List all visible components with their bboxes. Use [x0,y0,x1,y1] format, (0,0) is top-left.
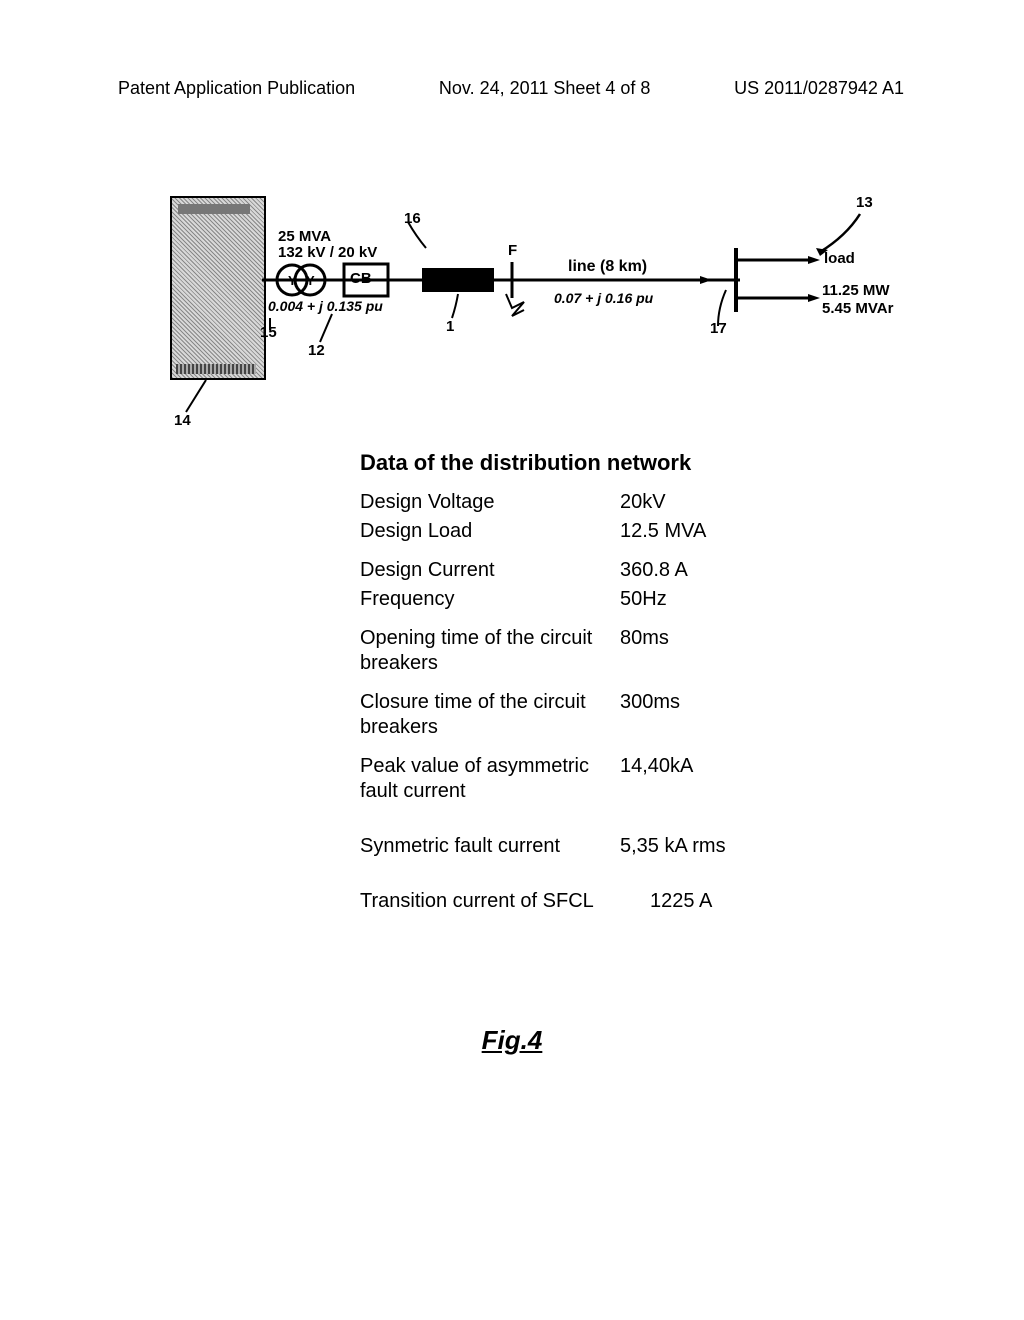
row-label: Design Load [360,519,620,544]
fault-label: F [508,242,517,259]
table-row: Design Current 360.8 A [360,558,790,583]
ref-16: 16 [404,210,421,227]
row-value: 300ms [620,690,680,715]
page-header: Patent Application Publication Nov. 24, … [118,78,904,99]
header-left: Patent Application Publication [118,78,355,99]
table-row: Design Voltage 20kV [360,490,790,515]
load-reactive: 5.45 MVAr [822,300,893,317]
table-row: Peak value of asymmetric fault current 1… [360,754,790,804]
row-value: 360.8 A [620,558,688,583]
table-row: Synmetric fault current 5,35 kA rms [360,834,790,859]
ref-1: 1 [446,318,454,335]
ref-12: 12 [308,342,325,359]
transformer-impedance: 0.004 + j 0.135 pu [268,298,383,314]
table-row: Transition current of SFCL 1225 A [360,889,790,914]
line-impedance: 0.07 + j 0.16 pu [554,290,653,306]
row-label: Frequency [360,587,620,612]
data-table: Design Voltage 20kV Design Load 12.5 MVA… [360,490,790,922]
row-value: 5,35 kA rms [620,834,726,859]
table-row: Closure time of the circuit breakers 300… [360,690,790,740]
row-label: Closure time of the circuit breakers [360,690,620,740]
table-row: Frequency 50Hz [360,587,790,612]
svg-text:Y: Y [288,273,297,288]
row-value: 1225 A [650,889,712,914]
ref-17: 17 [710,320,727,337]
ref-13: 13 [856,194,873,211]
row-label: Peak value of asymmetric fault current [360,754,620,804]
load-power: 11.25 MW [822,282,890,299]
circuit-svg: Y Y [160,190,880,440]
cb-label: CB [350,270,372,287]
figure-label: Fig.4 [0,1025,1024,1056]
table-row: Opening time of the circuit breakers 80m… [360,626,790,676]
row-value: 14,40kA [620,754,693,779]
table-row: Design Load 12.5 MVA [360,519,790,544]
transformer-rating: 25 MVA [278,228,331,245]
header-right: US 2011/0287942 A1 [734,78,904,99]
row-label: Opening time of the circuit breakers [360,626,620,676]
row-label: Synmetric fault current [360,834,620,859]
circuit-diagram: Y Y 25 MVA 132 kV / 20 kV [160,190,880,440]
header-mid: Nov. 24, 2011 Sheet 4 of 8 [439,78,650,99]
row-value: 20kV [620,490,666,515]
row-value: 80ms [620,626,669,651]
ref-15: 15 [260,324,277,341]
row-value: 50Hz [620,587,667,612]
transformer-ratio: 132 kV / 20 kV [278,244,377,261]
svg-text:Y: Y [306,273,315,288]
row-label: Design Current [360,558,620,583]
data-table-title: Data of the distribution network [360,450,691,476]
row-value: 12.5 MVA [620,519,706,544]
ref-14: 14 [174,412,191,429]
row-label: Design Voltage [360,490,620,515]
load-label: load [824,250,855,267]
line-label: line (8 km) [568,258,647,276]
row-label: Transition current of SFCL [360,889,650,914]
